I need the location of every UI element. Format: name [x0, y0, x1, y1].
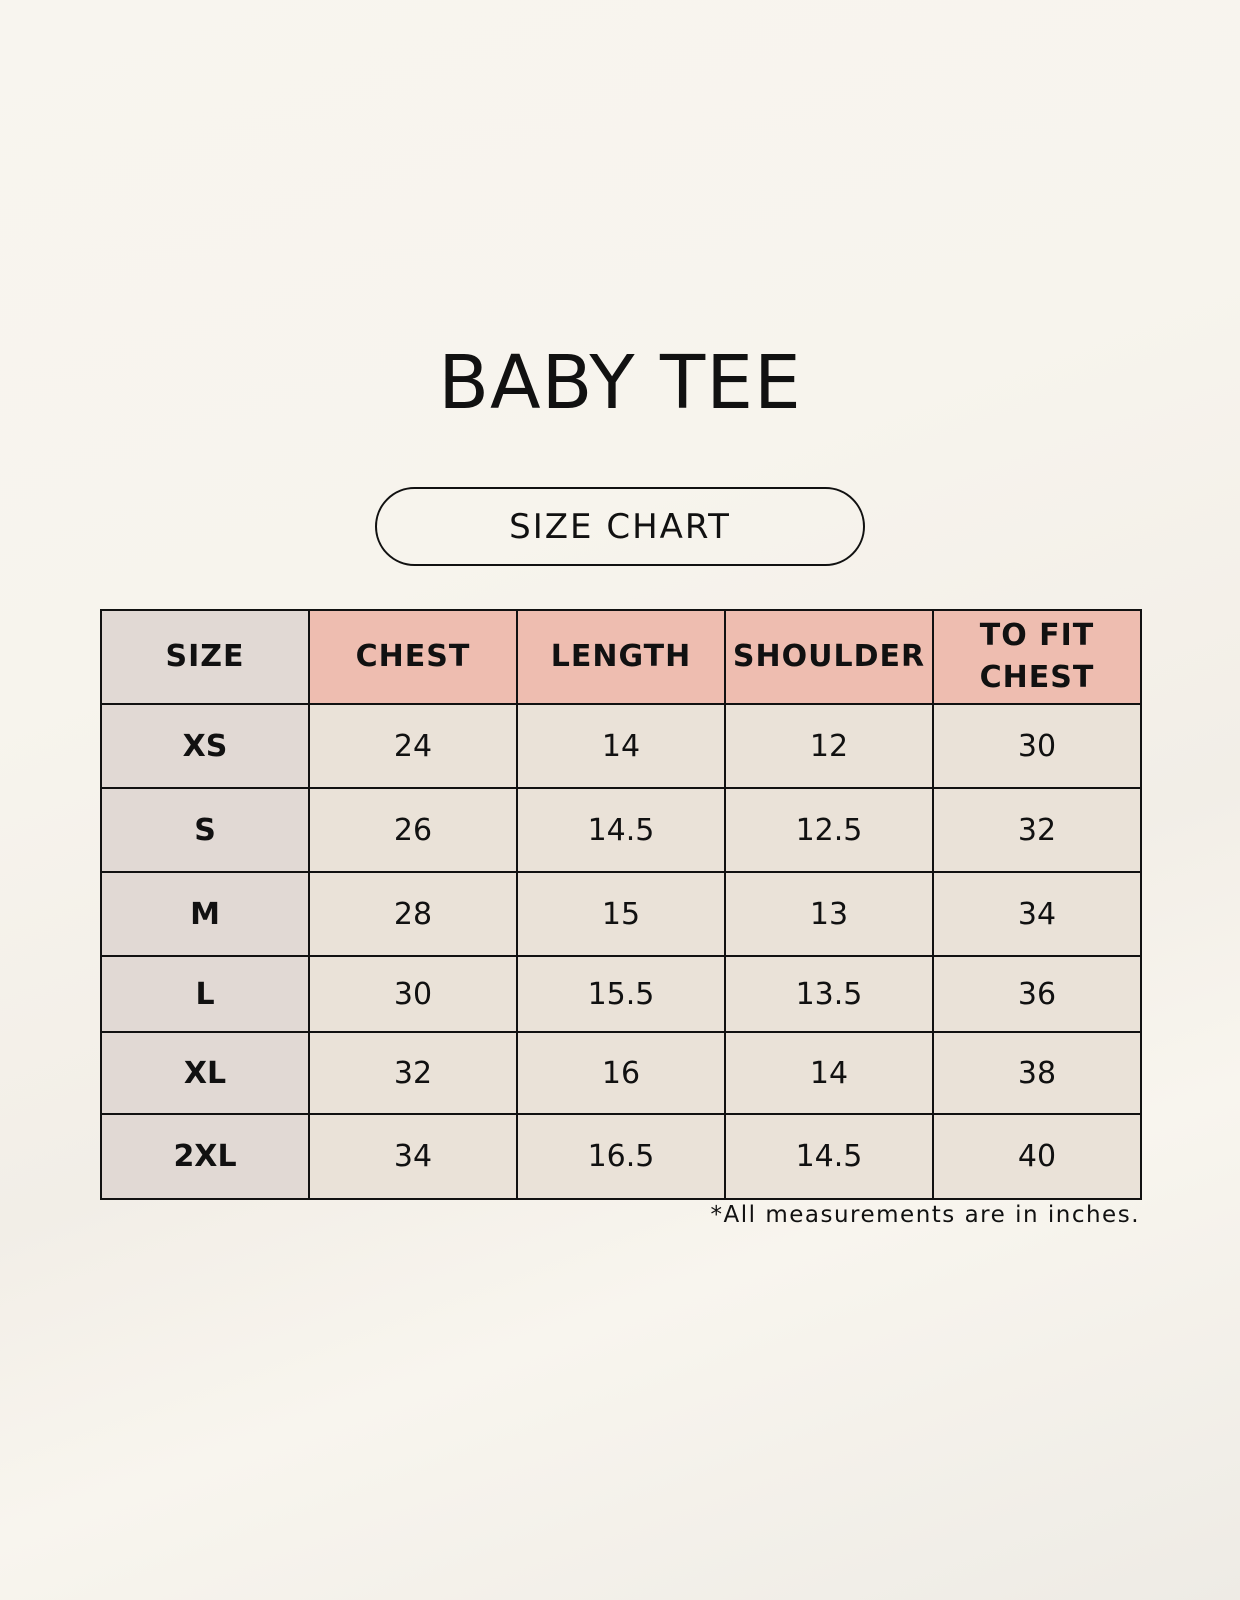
value-cell: 24	[308, 703, 518, 789]
value-cell: 32	[308, 1031, 518, 1115]
size-cell: 2XL	[100, 1113, 310, 1200]
table-row: M 28 15 13 34	[100, 871, 1142, 957]
value-cell: 38	[932, 1031, 1142, 1115]
size-chart-label: SIZE CHART	[509, 506, 731, 547]
value-cell: 14	[516, 703, 726, 789]
header-cell: SIZE	[100, 609, 310, 705]
page-title: BABY TEE	[438, 340, 802, 426]
value-cell: 12	[724, 703, 934, 789]
value-cell: 13.5	[724, 955, 934, 1033]
value-cell: 30	[932, 703, 1142, 789]
table-row: L 30 15.5 13.5 36	[100, 955, 1142, 1033]
value-cell: 16.5	[516, 1113, 726, 1200]
value-cell: 34	[308, 1113, 518, 1200]
header-cell: CHEST	[308, 609, 518, 705]
table-row: S 26 14.5 12.5 32	[100, 787, 1142, 873]
value-cell: 16	[516, 1031, 726, 1115]
value-cell: 34	[932, 871, 1142, 957]
value-cell: 40	[932, 1113, 1142, 1200]
value-cell: 15	[516, 871, 726, 957]
size-cell: XS	[100, 703, 310, 789]
header-cell: LENGTH	[516, 609, 726, 705]
size-cell: XL	[100, 1031, 310, 1115]
value-cell: 36	[932, 955, 1142, 1033]
value-cell: 14.5	[724, 1113, 934, 1200]
size-cell: L	[100, 955, 310, 1033]
size-chart-badge: SIZE CHART	[375, 487, 865, 566]
table-row: XL 32 16 14 38	[100, 1031, 1142, 1115]
size-cell: M	[100, 871, 310, 957]
footnote: *All measurements are in inches.	[710, 1202, 1140, 1228]
table-row: 2XL 34 16.5 14.5 40	[100, 1113, 1142, 1200]
value-cell: 14	[724, 1031, 934, 1115]
value-cell: 14.5	[516, 787, 726, 873]
table-row: XS 24 14 12 30	[100, 703, 1142, 789]
value-cell: 15.5	[516, 955, 726, 1033]
value-cell: 28	[308, 871, 518, 957]
header-row: SIZE CHEST LENGTH SHOULDER TO FIT CHEST	[100, 609, 1142, 705]
header-cell: TO FIT CHEST	[932, 609, 1142, 705]
value-cell: 32	[932, 787, 1142, 873]
header-cell: SHOULDER	[724, 609, 934, 705]
size-table: SIZE CHEST LENGTH SHOULDER TO FIT CHEST …	[100, 609, 1142, 1200]
value-cell: 12.5	[724, 787, 934, 873]
value-cell: 26	[308, 787, 518, 873]
value-cell: 13	[724, 871, 934, 957]
value-cell: 30	[308, 955, 518, 1033]
size-cell: S	[100, 787, 310, 873]
